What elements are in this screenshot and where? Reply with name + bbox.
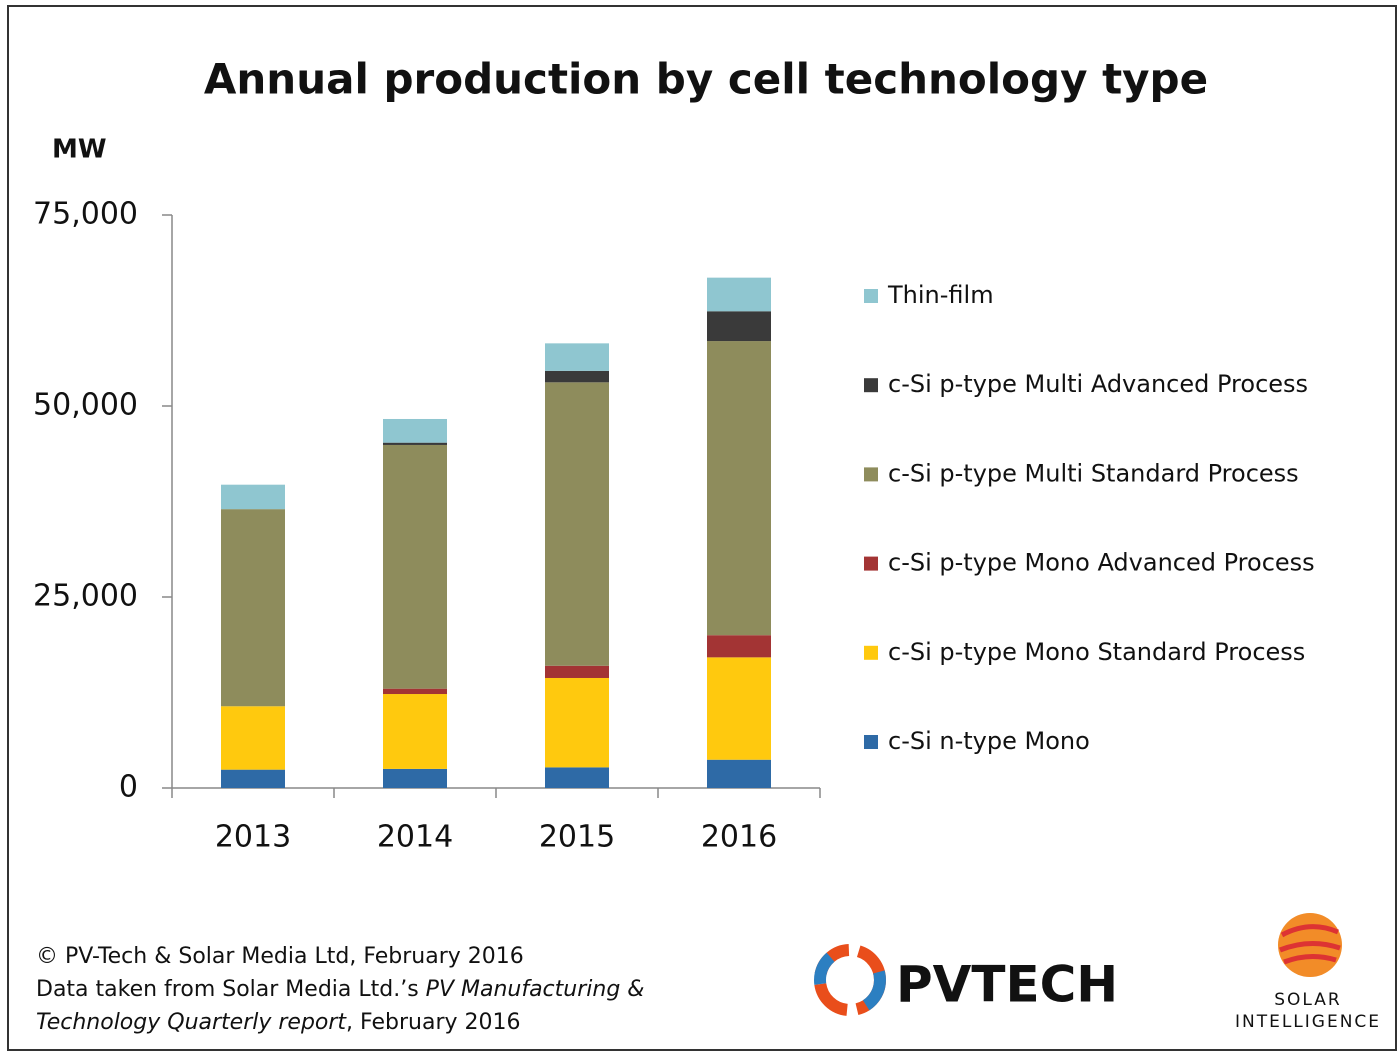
bar-segment: [383, 694, 447, 769]
bar-segment: [221, 484, 285, 510]
logo-swirl: [1279, 924, 1341, 965]
footer-text: Data taken from Solar Media Ltd.’s: [36, 977, 426, 1002]
footer-line: © PV-Tech & Solar Media Ltd, February 20…: [36, 944, 524, 969]
y-tick-label: 0: [119, 770, 138, 805]
legend-swatch: [864, 378, 878, 393]
bar-segment: [221, 706, 285, 770]
frame: [7, 5, 1397, 1051]
y-tick-label: 75,000: [33, 197, 138, 232]
bar-segment: [707, 759, 771, 788]
legend-swatch: [864, 645, 878, 660]
legend-label: c-Si p-type Multi Standard Process: [888, 459, 1299, 487]
y-tick-label: 50,000: [33, 388, 138, 423]
footer-text: , February 2016: [346, 1010, 520, 1035]
y-axis-label: MW: [52, 135, 107, 165]
footer-line: Data taken from Solar Media Ltd.’s PV Ma…: [36, 977, 644, 1002]
legend-label: Thin-film: [887, 281, 994, 309]
bar-segment: [383, 442, 447, 445]
bar-segment: [545, 370, 609, 383]
legend-swatch: [864, 735, 878, 749]
bar-segment: [707, 657, 771, 760]
y-tick-label: 25,000: [33, 579, 138, 614]
bar-segment: [545, 677, 609, 768]
bar-segment: [545, 382, 609, 666]
footer-text: PV Manufacturing &: [426, 977, 645, 1002]
footer-text: Technology Quarterly report: [36, 1010, 347, 1035]
bar-segment: [545, 767, 609, 788]
bar-segment: [545, 665, 609, 678]
bar-segment: [707, 311, 771, 342]
logo-text: SOLAR: [1274, 990, 1341, 1010]
logo-text: PVTECH: [896, 956, 1118, 1014]
bar-segment: [707, 277, 771, 312]
bar-segment: [221, 769, 285, 788]
pvtech-logo: PVTECH SOLAR INTELLIGENCE: [814, 913, 1381, 1032]
x-tick-label: 2014: [377, 820, 453, 855]
legend-label: c-Si p-type Multi Advanced Process: [888, 370, 1308, 398]
footer-text: © PV-Tech & Solar Media Ltd, February 20…: [36, 944, 524, 969]
x-tick-label: 2015: [539, 820, 615, 855]
bar-segment: [221, 509, 285, 707]
bar-segment: [383, 444, 447, 689]
legend-label: c-Si n-type Mono: [888, 727, 1090, 755]
chart-title: Annual production by cell technology typ…: [204, 55, 1208, 104]
bar-segment: [707, 635, 771, 658]
legend-swatch: [864, 556, 878, 571]
footer-line: Technology Quarterly report, February 20…: [36, 1010, 521, 1035]
logo-text: INTELLIGENCE: [1235, 1012, 1381, 1032]
bar-segment: [383, 768, 447, 788]
bar-segment: [707, 341, 771, 636]
legend-swatch: [864, 289, 878, 303]
logo-ring: [814, 944, 886, 1016]
legend-label: c-Si p-type Mono Standard Process: [888, 638, 1305, 666]
bar-segment: [545, 343, 609, 371]
bar-segment: [383, 688, 447, 695]
bar-segment: [383, 418, 447, 443]
legend-label: c-Si p-type Mono Advanced Process: [888, 549, 1315, 577]
x-tick-label: 2016: [701, 820, 777, 855]
legend-swatch: [864, 467, 878, 482]
x-tick-label: 2013: [215, 820, 291, 855]
